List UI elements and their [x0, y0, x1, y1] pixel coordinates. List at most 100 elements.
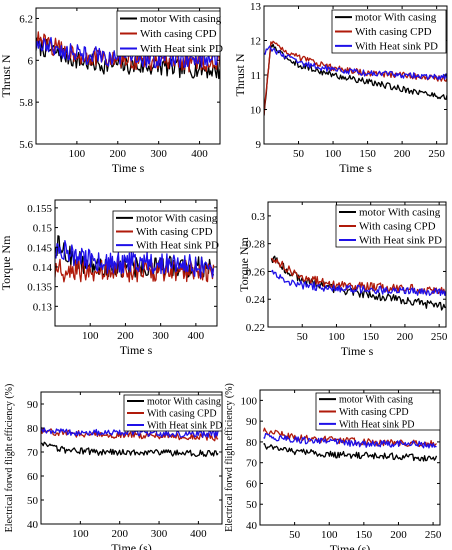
y-tick-label: 40 — [246, 520, 258, 532]
x-tick-label: 150 — [362, 331, 379, 343]
y-axis-label: Thrust N — [233, 53, 247, 96]
legend-label: motor With casing — [140, 13, 222, 25]
y-tick-label: 0.135 — [27, 282, 52, 294]
x-tick-label: 200 — [397, 331, 414, 343]
series-line-2 — [36, 31, 220, 73]
x-tick-label: 250 — [425, 529, 442, 541]
x-tick-label: 100 — [328, 331, 345, 343]
x-tick-label: 200 — [110, 148, 127, 160]
series-line-2 — [55, 258, 215, 283]
legend-label: With Heat sink PD — [136, 240, 219, 252]
x-axis-label: Time (s) — [330, 542, 371, 550]
legend-label: With Heat sink PD — [140, 43, 223, 55]
x-tick-label: 100 — [69, 148, 86, 160]
y-tick-label: 11 — [250, 70, 261, 82]
legend-label: With casing CPD — [140, 28, 217, 40]
y-tick-label: 12 — [250, 36, 261, 48]
y-tick-label: 6.2 — [19, 13, 33, 25]
y-tick-label: 70 — [246, 458, 258, 470]
x-tick-label: 400 — [190, 528, 207, 540]
x-axis-label: Time s — [120, 343, 153, 357]
y-tick-label: 80 — [246, 437, 258, 449]
plot-frame — [259, 389, 441, 526]
x-axis-label: Time s — [112, 161, 145, 175]
x-axis-label: Time s — [341, 344, 374, 358]
legend-label: With Heat sink PD — [147, 421, 222, 432]
y-tick-label: 13 — [250, 1, 262, 13]
legend-label: With Heat sink PD — [355, 40, 438, 52]
x-tick-label: 50 — [297, 331, 309, 343]
y-tick-label: 6 — [28, 55, 34, 67]
x-tick-label: 200 — [111, 528, 128, 540]
chart-4: 50 100 150 200 250 0.22 0.24 0.26 0.28 0.3 Time s T… — [237, 201, 448, 358]
chart-3: 100 200 300 400 0.13 0.135 0.14 0.145 0.15 0.155 T… — [0, 199, 219, 357]
series-line-3 — [263, 432, 437, 449]
y-tick-label: 0.145 — [27, 242, 52, 254]
series-line-1 — [263, 443, 438, 462]
plot-frame — [35, 7, 221, 145]
x-tick-label: 100 — [72, 528, 89, 540]
legend-label: motor With casing — [359, 207, 441, 219]
x-tick-label: 200 — [394, 148, 411, 160]
y-tick-label: 0.155 — [27, 203, 52, 215]
series-line-3 — [270, 269, 446, 297]
legend-label: With casing CPD — [355, 26, 432, 38]
legend-label: motor With casing — [136, 212, 218, 224]
y-tick-label: 9 — [256, 139, 262, 151]
legend: motor With casing With casing CPD With Hea… — [116, 10, 223, 57]
x-tick-label: 100 — [325, 148, 342, 160]
x-axis-label: Time s — [339, 161, 372, 175]
legend-label: With casing CPD — [136, 226, 213, 238]
y-tick-label: 0.3 — [251, 211, 265, 223]
y-tick-label: 0.14 — [33, 262, 53, 274]
y-tick-label: 0.26 — [246, 266, 266, 278]
legend-label: With casing CPD — [339, 407, 409, 418]
y-tick-label: 0.13 — [33, 301, 53, 313]
chart-1: 100 200 300 400 5.6 5.8 6 6.2 Time s Thrust N moto… — [0, 7, 223, 175]
series-line-1 — [264, 43, 447, 116]
y-tick-label: 0.28 — [246, 239, 266, 251]
y-axis-label: Torque Nm — [0, 235, 13, 290]
series-line-2 — [262, 427, 437, 448]
x-tick-label: 300 — [151, 528, 168, 540]
y-axis-label: Electrical forwd flight efficiency (%) — [224, 383, 235, 532]
y-tick-label: 0.15 — [33, 223, 53, 235]
y-axis-label: Thrust N — [0, 54, 13, 97]
y-tick-label: 50 — [27, 495, 39, 507]
x-tick-label: 200 — [117, 330, 134, 342]
legend-box — [315, 392, 441, 431]
series-line-3 — [264, 45, 447, 81]
y-axis-label: Torque Nm — [237, 236, 251, 291]
legend-label: With Heat sink PD — [359, 235, 442, 247]
legend-label: With Heat sink PD — [339, 419, 414, 430]
y-tick-label: 40 — [27, 519, 39, 531]
x-tick-label: 100 — [82, 330, 99, 342]
y-tick-label: 5.6 — [19, 139, 33, 151]
series-line-3 — [55, 240, 215, 279]
y-tick-label: 0.24 — [246, 294, 266, 306]
y-tick-label: 50 — [246, 499, 258, 511]
plot-frame — [40, 391, 223, 525]
series-line-1 — [41, 441, 219, 458]
y-tick-label: 60 — [27, 471, 39, 483]
y-tick-label: 10 — [250, 105, 262, 117]
y-tick-label: 5.8 — [19, 97, 33, 109]
x-tick-label: 100 — [321, 529, 338, 541]
x-tick-label: 50 — [289, 529, 301, 541]
x-tick-label: 50 — [293, 148, 305, 160]
y-axis-label: Electrical forwd flight efficiency (%) — [4, 384, 15, 533]
y-tick-label: 100 — [241, 395, 258, 407]
chart-2: 50 100 150 200 250 9 10 11 12 13 Time s Thrust N mot… — [233, 1, 448, 175]
y-tick-label: 60 — [246, 478, 258, 490]
chart-5: 100 200 300 400 40 50 60 70 80 90 Time (s) Electric… — [4, 384, 223, 550]
x-tick-label: 300 — [150, 148, 167, 160]
x-tick-label: 400 — [191, 148, 208, 160]
x-tick-label: 200 — [390, 529, 407, 541]
x-tick-label: 250 — [431, 331, 448, 343]
plot-frame — [54, 199, 218, 327]
y-tick-label: 90 — [27, 399, 39, 411]
